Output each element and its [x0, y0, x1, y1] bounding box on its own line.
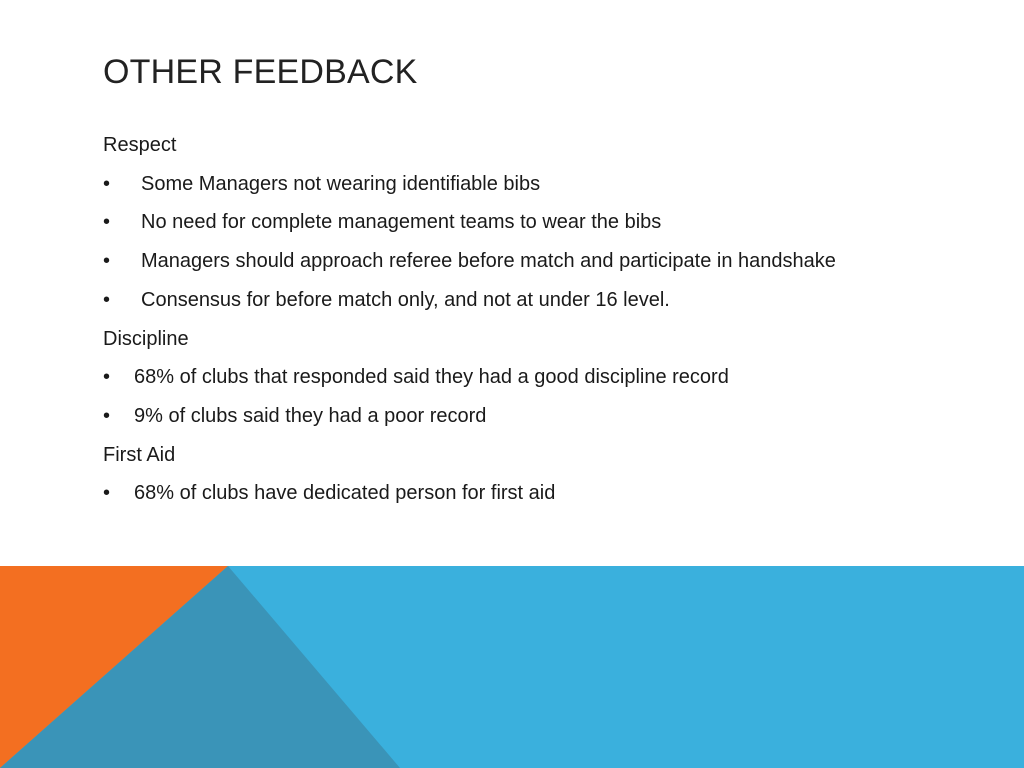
- bullet-icon: •: [103, 482, 111, 505]
- list-item: • 9% of clubs said they had a poor recor…: [103, 397, 983, 436]
- section-heading-discipline: Discipline: [103, 327, 189, 350]
- list-item: • 68% of clubs that responded said they …: [103, 358, 983, 397]
- list-item: • Consensus for before match only, and n…: [103, 281, 983, 320]
- section-heading-respect: Respect: [103, 134, 177, 156]
- bullet-icon: •: [103, 211, 111, 234]
- list-item: • Some Managers not wearing identifiable…: [103, 165, 983, 204]
- bullet-icon: •: [103, 404, 111, 427]
- bullet-icon: •: [103, 366, 111, 389]
- footer-decoration: [0, 566, 1024, 768]
- section-heading-first-aid: First Aid: [103, 443, 176, 466]
- list-item: • 68% of clubs have dedicated person for…: [103, 474, 983, 513]
- bullet-icon: •: [103, 288, 111, 311]
- slide-title: OTHER FEEDBACK: [103, 53, 418, 91]
- list-item: • No need for complete management teams …: [103, 203, 983, 242]
- bullet-icon: •: [103, 172, 111, 195]
- dark-blue-triangle: [0, 566, 400, 768]
- bullet-icon: •: [103, 250, 111, 273]
- list-item: • Managers should approach referee befor…: [103, 242, 983, 281]
- slide-body: Respect • Some Managers not wearing iden…: [103, 126, 983, 513]
